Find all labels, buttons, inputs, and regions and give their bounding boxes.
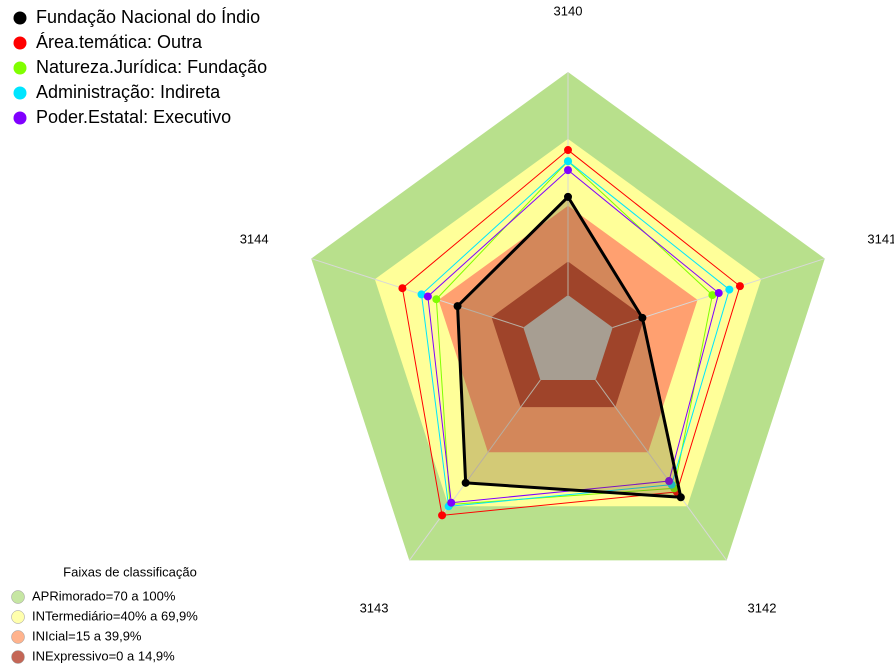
legend-marker [13,111,27,125]
band-legend-marker [11,630,25,644]
series-point [461,478,470,487]
legend-label: Poder.Estatal: Executivo [36,107,231,127]
legend-label: Administração: Indireta [36,82,221,102]
category-label: 3142 [748,600,777,615]
legend-label: Fundação Nacional do Índio [36,7,260,27]
band-legend-label: INIcial=15 a 39,9% [32,628,142,643]
series-point [676,493,685,502]
series-line [435,160,713,506]
category-label: 3143 [360,600,389,615]
center-hole [523,295,613,381]
series-line [401,149,741,516]
category-label: 3141 [867,231,894,246]
series-line [420,160,730,507]
series-point [453,302,462,311]
series-point [714,289,723,298]
series-point [423,292,432,301]
series-point [735,282,744,291]
series-point [398,284,407,293]
bands-title: Faixas de classificação [63,564,197,579]
series-line [427,169,720,504]
band-legend-label: APRimorado=70 a 100% [32,588,176,603]
band-legend-marker [11,590,25,604]
legend-marker [13,61,27,75]
series-point [417,290,426,299]
legend-marker [13,36,27,50]
series-point [564,157,572,166]
band-legend-marker [11,610,25,624]
series-point [564,192,572,201]
band-legend-label: INExpressivo=0 a 14,9% [32,648,175,663]
band-legend-label: INTermediário=40% a 69,9% [32,608,198,623]
series-point [564,146,572,155]
series-point [432,295,441,304]
legend-marker [13,11,27,25]
series-point [708,291,717,300]
legend-marker [13,86,27,100]
category-label: 3140 [554,3,583,18]
spoke [408,379,541,561]
category-label: 3144 [240,231,269,246]
legend-label: Área.temática: Outra [36,32,203,52]
series-point [447,498,456,507]
spoke [595,379,728,561]
series-point [564,166,572,175]
band-legend-marker [11,650,25,664]
legend-label: Natureza.Jurídica: Fundação [36,57,267,77]
series-point [665,477,674,486]
series-point [638,313,647,322]
spoke [311,258,524,328]
series-point [438,511,447,520]
series-point [725,285,734,294]
series-line [456,194,683,499]
